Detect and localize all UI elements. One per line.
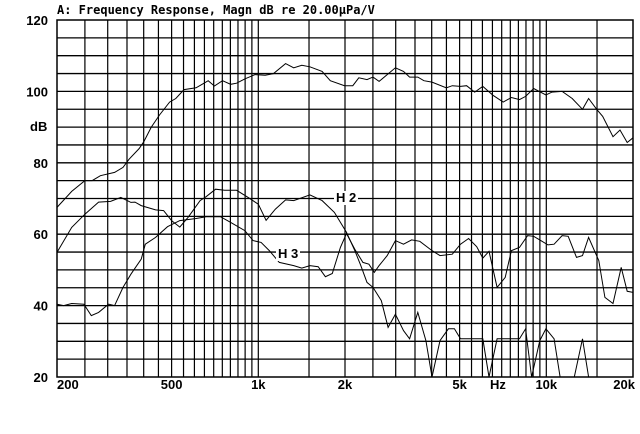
- series-labels: H 2 H 3: [276, 190, 358, 261]
- y-tick-label: 80: [34, 156, 48, 171]
- series-label-1: H 2: [336, 190, 356, 205]
- y-tick-labels: 120 100 80 60 40 20: [26, 13, 48, 385]
- series-group: [56, 63, 634, 378]
- x-tick-label: 10k: [535, 377, 557, 392]
- y-axis-label: dB: [30, 119, 47, 134]
- y-tick-label: 40: [34, 299, 48, 314]
- series-label-2: H 3: [278, 246, 298, 261]
- grid: [57, 20, 633, 377]
- harmonic-series-line-1: [56, 188, 633, 378]
- x-tick-label: 5k: [452, 377, 467, 392]
- series-label-bg: [334, 191, 358, 205]
- fundamental-series-line: [56, 63, 634, 208]
- x-tick-label: 1k: [251, 377, 266, 392]
- y-tick-label: 60: [34, 227, 48, 242]
- y-tick-label: 20: [34, 370, 48, 385]
- x-axis-label: Hz: [490, 377, 506, 392]
- x-tick-label: 200: [57, 377, 79, 392]
- x-tick-label: 20k: [613, 377, 635, 392]
- plot-frame: [56, 19, 634, 378]
- chart-title: A: Frequency Response, Magn dB re 20.00µ…: [57, 3, 375, 17]
- y-tick-label: 120: [26, 13, 48, 28]
- x-tick-label: 500: [161, 377, 183, 392]
- x-tick-labels: 200 500 1k 2k 5k 10k 20k: [57, 377, 636, 392]
- harmonic-series-line-2: [56, 216, 634, 317]
- series-label-bg: [276, 247, 300, 261]
- y-tick-label: 100: [26, 84, 48, 99]
- x-tick-label: 2k: [338, 377, 353, 392]
